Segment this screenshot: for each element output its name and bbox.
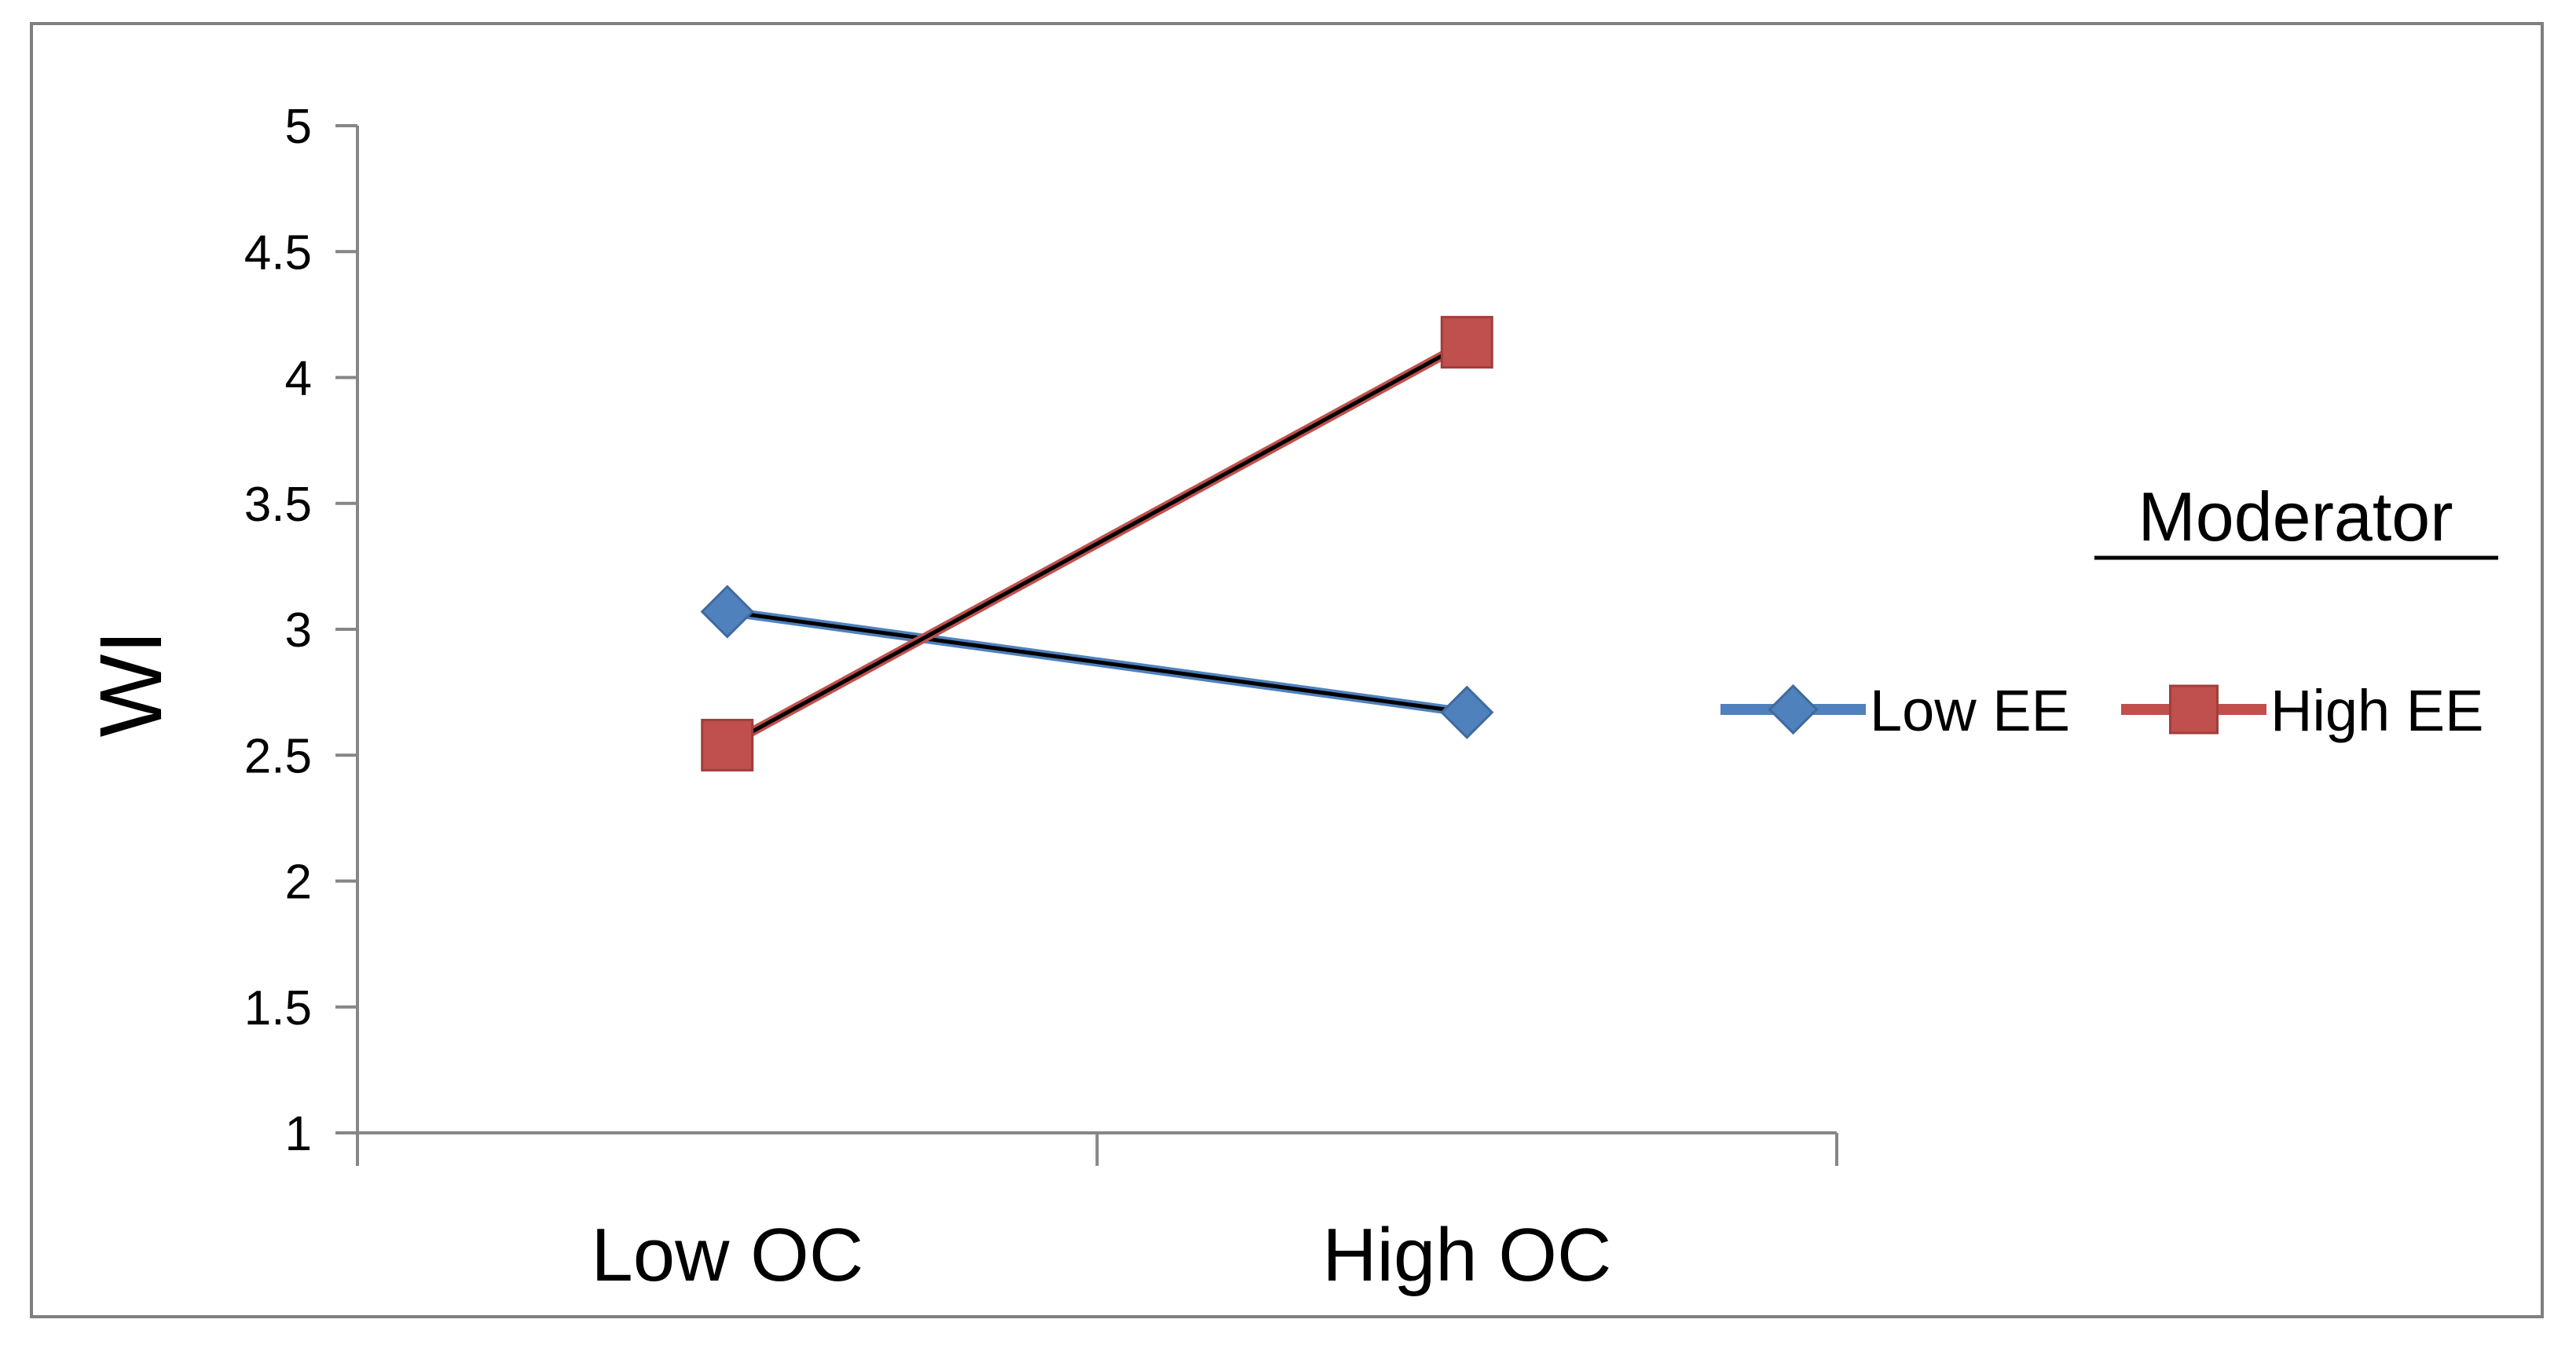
legend-marker <box>2169 684 2219 735</box>
y-tick-label: 2.5 <box>244 729 312 783</box>
trend-line-high-ee <box>726 340 1468 747</box>
series-layer <box>700 316 1494 771</box>
axes <box>356 126 1837 1134</box>
y-tick-label: 3.5 <box>244 478 312 532</box>
y-ticks: 1 1.5 2 2.5 3 3.5 4 4.5 5 <box>244 100 357 1161</box>
legend-item-low-ee: Low EE <box>1720 678 2070 743</box>
chart-frame <box>30 22 2544 1318</box>
y-tick-label: 1.5 <box>244 981 312 1035</box>
series-high-ee <box>701 316 1493 771</box>
y-tick-label: 4 <box>285 352 312 406</box>
legend-items: Low EE High EE <box>1720 678 2483 743</box>
trend-line-low-ee <box>727 610 1468 715</box>
data-point-low-ee <box>1440 685 1494 739</box>
x-ticks: Low OC High OC <box>356 1133 1838 1297</box>
data-point-high-ee <box>1440 316 1493 369</box>
data-point-high-ee <box>701 718 754 771</box>
legend: Moderator Low EE High EE <box>1720 478 2498 743</box>
y-axis-title: WI <box>82 630 180 738</box>
x-category-label: High OC <box>1322 1213 1611 1297</box>
x-category-label: Low OC <box>591 1213 863 1297</box>
legend-label: Low EE <box>1870 678 2070 743</box>
series-low-ee <box>700 585 1494 739</box>
legend-label: High EE <box>2270 678 2483 743</box>
legend-item-high-ee: High EE <box>2121 678 2483 743</box>
y-tick-label: 5 <box>285 100 312 154</box>
y-tick-label: 3 <box>285 603 312 658</box>
data-point-low-ee <box>700 585 754 639</box>
y-tick-label: 2 <box>285 856 312 910</box>
legend-marker <box>1768 683 1819 735</box>
y-tick-label: 4.5 <box>244 225 312 280</box>
y-tick-label: 1 <box>285 1107 312 1161</box>
legend-title: Moderator <box>2138 478 2453 555</box>
